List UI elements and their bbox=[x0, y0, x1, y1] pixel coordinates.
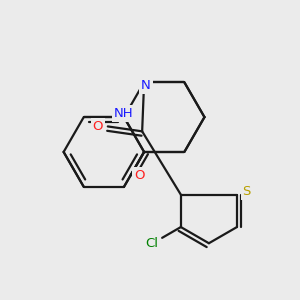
Text: NH: NH bbox=[114, 107, 134, 120]
Text: S: S bbox=[243, 185, 251, 198]
Text: O: O bbox=[134, 169, 145, 182]
Text: N: N bbox=[141, 79, 151, 92]
Text: O: O bbox=[93, 120, 103, 133]
Text: Cl: Cl bbox=[146, 237, 158, 250]
